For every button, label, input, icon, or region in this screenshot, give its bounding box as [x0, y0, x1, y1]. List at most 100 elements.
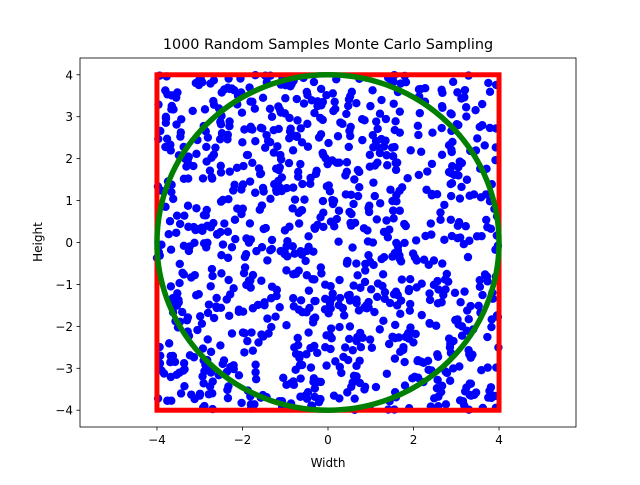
sample-point: [217, 269, 226, 278]
sample-point: [413, 121, 423, 131]
sample-point: [191, 225, 200, 235]
sample-point: [385, 225, 394, 234]
sample-point: [184, 152, 193, 161]
sample-point: [282, 242, 291, 251]
sample-point: [453, 315, 462, 324]
sample-point: [360, 382, 370, 392]
sample-point: [220, 219, 229, 228]
sample-point: [234, 371, 244, 380]
sample-point: [289, 183, 298, 192]
sample-point: [321, 280, 330, 289]
sample-point: [465, 191, 474, 200]
sample-point: [352, 295, 361, 304]
sample-point: [375, 109, 385, 118]
sample-point: [426, 219, 435, 228]
sample-point: [267, 112, 277, 121]
sample-point: [310, 384, 320, 393]
sample-point: [258, 93, 268, 103]
sample-point: [433, 276, 442, 286]
sample-point: [240, 252, 250, 262]
sample-point: [290, 195, 300, 204]
sample-point: [457, 182, 466, 192]
sample-point: [267, 235, 277, 245]
sample-point: [325, 331, 335, 340]
sample-point: [203, 308, 213, 318]
sample-point: [368, 130, 377, 140]
sample-point: [296, 374, 305, 383]
sample-point: [237, 398, 246, 408]
sample-point: [275, 303, 284, 312]
sample-point: [177, 115, 186, 124]
sample-point: [471, 105, 480, 115]
sample-point: [301, 256, 310, 266]
sample-point: [218, 240, 228, 249]
sample-point: [294, 305, 304, 314]
sample-point: [332, 158, 342, 168]
sample-point: [184, 174, 193, 183]
sample-point: [414, 130, 423, 140]
sample-point: [239, 268, 249, 278]
sample-point: [440, 235, 449, 244]
sample-point: [403, 173, 412, 183]
sample-point: [422, 185, 431, 194]
sample-point: [456, 298, 465, 307]
sample-point: [272, 285, 282, 295]
sample-point: [293, 116, 302, 125]
sample-point: [375, 148, 385, 158]
sample-point: [473, 134, 482, 143]
sample-point: [344, 101, 353, 111]
sample-point: [411, 329, 420, 339]
sample-point: [266, 294, 276, 303]
sample-point: [349, 199, 358, 209]
sample-point: [258, 124, 267, 133]
sample-point: [246, 276, 255, 285]
chart-title: 1000 Random Samples Monte Carlo Sampling: [163, 37, 493, 53]
sample-point: [207, 153, 216, 162]
sample-point: [279, 373, 288, 383]
sample-point: [349, 371, 359, 381]
sample-point: [353, 191, 363, 201]
sample-point: [395, 128, 404, 137]
sample-point: [205, 382, 215, 391]
sample-point: [381, 136, 390, 145]
sample-point: [453, 88, 462, 97]
sample-point: [308, 275, 317, 284]
sample-point: [345, 207, 354, 217]
sample-point: [483, 332, 492, 342]
sample-point: [400, 219, 409, 229]
sample-point: [211, 143, 220, 152]
sample-point: [448, 162, 457, 171]
sample-point: [400, 357, 409, 367]
sample-point: [295, 350, 304, 360]
sample-point: [370, 307, 379, 317]
sample-point: [321, 343, 330, 352]
sample-point: [343, 388, 352, 397]
sample-point: [187, 390, 196, 399]
sample-point: [400, 238, 409, 248]
sample-point: [388, 206, 398, 215]
sample-point: [483, 222, 492, 232]
sample-point: [361, 259, 370, 269]
sample-point: [437, 298, 446, 307]
sample-point: [363, 226, 372, 235]
sample-point: [244, 238, 254, 247]
sample-point: [303, 119, 312, 129]
sample-point: [304, 328, 313, 337]
sample-point: [475, 122, 484, 132]
sample-point: [316, 394, 325, 404]
sample-point: [209, 313, 219, 323]
sample-point: [380, 294, 390, 304]
sample-point: [208, 271, 217, 281]
sample-point: [319, 150, 328, 160]
sample-point: [360, 116, 369, 125]
sample-point: [254, 338, 263, 347]
sample-point: [265, 104, 275, 114]
sample-point: [355, 183, 364, 192]
sample-point: [245, 177, 255, 186]
sample-point: [294, 219, 304, 228]
sample-point: [309, 314, 318, 324]
sample-point: [438, 88, 447, 98]
sample-point: [333, 132, 343, 141]
sample-point: [164, 339, 174, 348]
sample-point: [212, 293, 221, 303]
